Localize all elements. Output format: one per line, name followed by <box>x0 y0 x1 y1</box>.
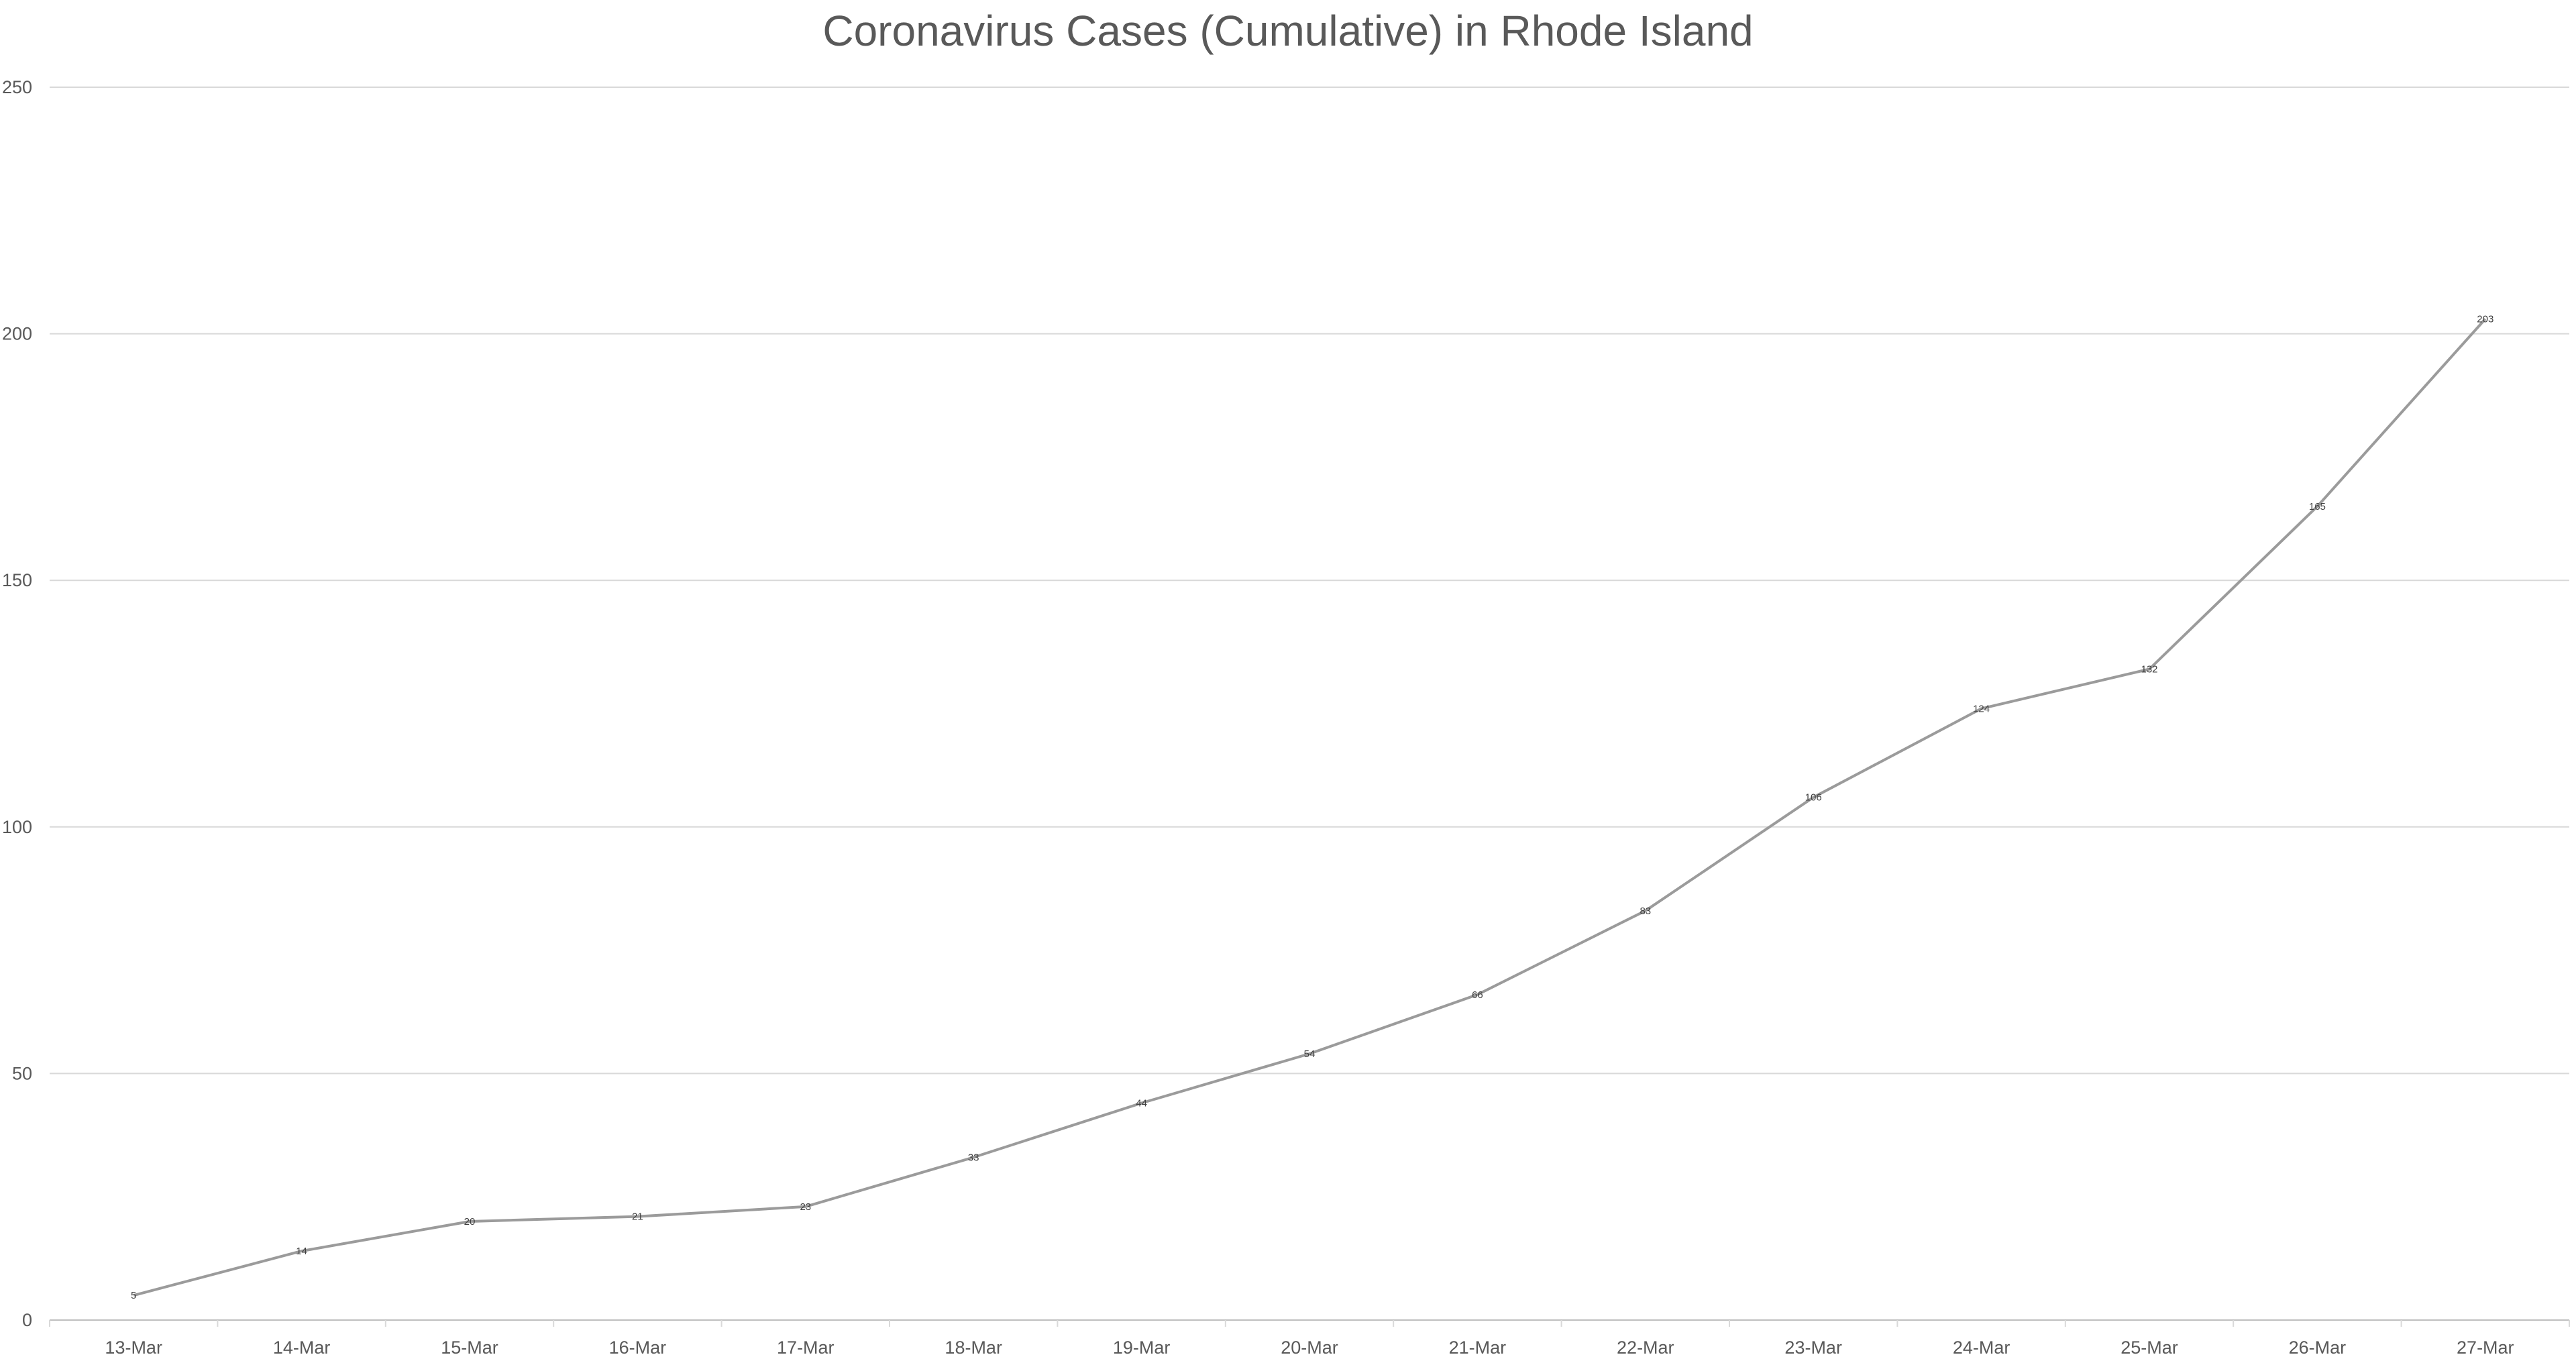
y-tick-label: 0 <box>22 1310 32 1330</box>
x-tick-label: 19-Mar <box>1113 1337 1171 1358</box>
data-label: 14 <box>296 1246 307 1257</box>
data-label: 33 <box>968 1152 979 1163</box>
x-tick-label: 25-Mar <box>2121 1337 2178 1358</box>
y-tick-label: 200 <box>2 324 32 344</box>
x-tick-label: 14-Mar <box>273 1337 331 1358</box>
y-tick-label: 150 <box>2 570 32 590</box>
chart-title: Coronavirus Cases (Cumulative) in Rhode … <box>822 7 1753 55</box>
data-label: 66 <box>1472 989 1483 1001</box>
data-label: 124 <box>1973 703 1990 714</box>
data-label: 83 <box>1640 906 1651 917</box>
axes: 0 50 100 150 200 250 13-Mar 14-Mar 15-Mar 16-Mar 1… <box>2 77 2570 1358</box>
x-tick-label: 15-Mar <box>441 1337 498 1358</box>
x-tick-label: 23-Mar <box>1784 1337 1842 1358</box>
y-tick-label: 50 <box>12 1063 32 1083</box>
data-label: 165 <box>2309 501 2326 512</box>
series-line <box>133 318 2487 1297</box>
x-tick-label: 17-Mar <box>777 1337 835 1358</box>
x-tick-label: 22-Mar <box>1617 1337 1674 1358</box>
data-label: 21 <box>632 1211 643 1223</box>
x-tick-label: 26-Mar <box>2289 1337 2347 1358</box>
x-tick-label: 24-Mar <box>1953 1337 2010 1358</box>
gridlines <box>50 87 2569 1075</box>
data-label: 20 <box>464 1216 476 1227</box>
data-label: 44 <box>1136 1098 1147 1109</box>
data-label: 23 <box>800 1201 811 1213</box>
data-label: 132 <box>2141 664 2157 675</box>
x-tick-label: 18-Mar <box>945 1337 1002 1358</box>
series-layer <box>133 318 2487 1297</box>
x-tick-label: 13-Mar <box>105 1337 162 1358</box>
data-label: 54 <box>1304 1048 1316 1060</box>
y-tick-label: 250 <box>2 77 32 97</box>
y-tick-label: 100 <box>2 817 32 837</box>
data-label: 106 <box>1805 792 1822 804</box>
data-label: 5 <box>131 1290 136 1301</box>
x-tick-label: 20-Mar <box>1281 1337 1338 1358</box>
data-labels: 5 14 20 21 23 33 44 54 66 83 106 124 132 165 203 <box>131 314 2493 1302</box>
x-tick-label: 27-Mar <box>2457 1337 2514 1358</box>
x-tick-label: 21-Mar <box>1449 1337 1507 1358</box>
x-tick-label: 16-Mar <box>609 1337 667 1358</box>
data-label: 203 <box>2477 314 2493 325</box>
